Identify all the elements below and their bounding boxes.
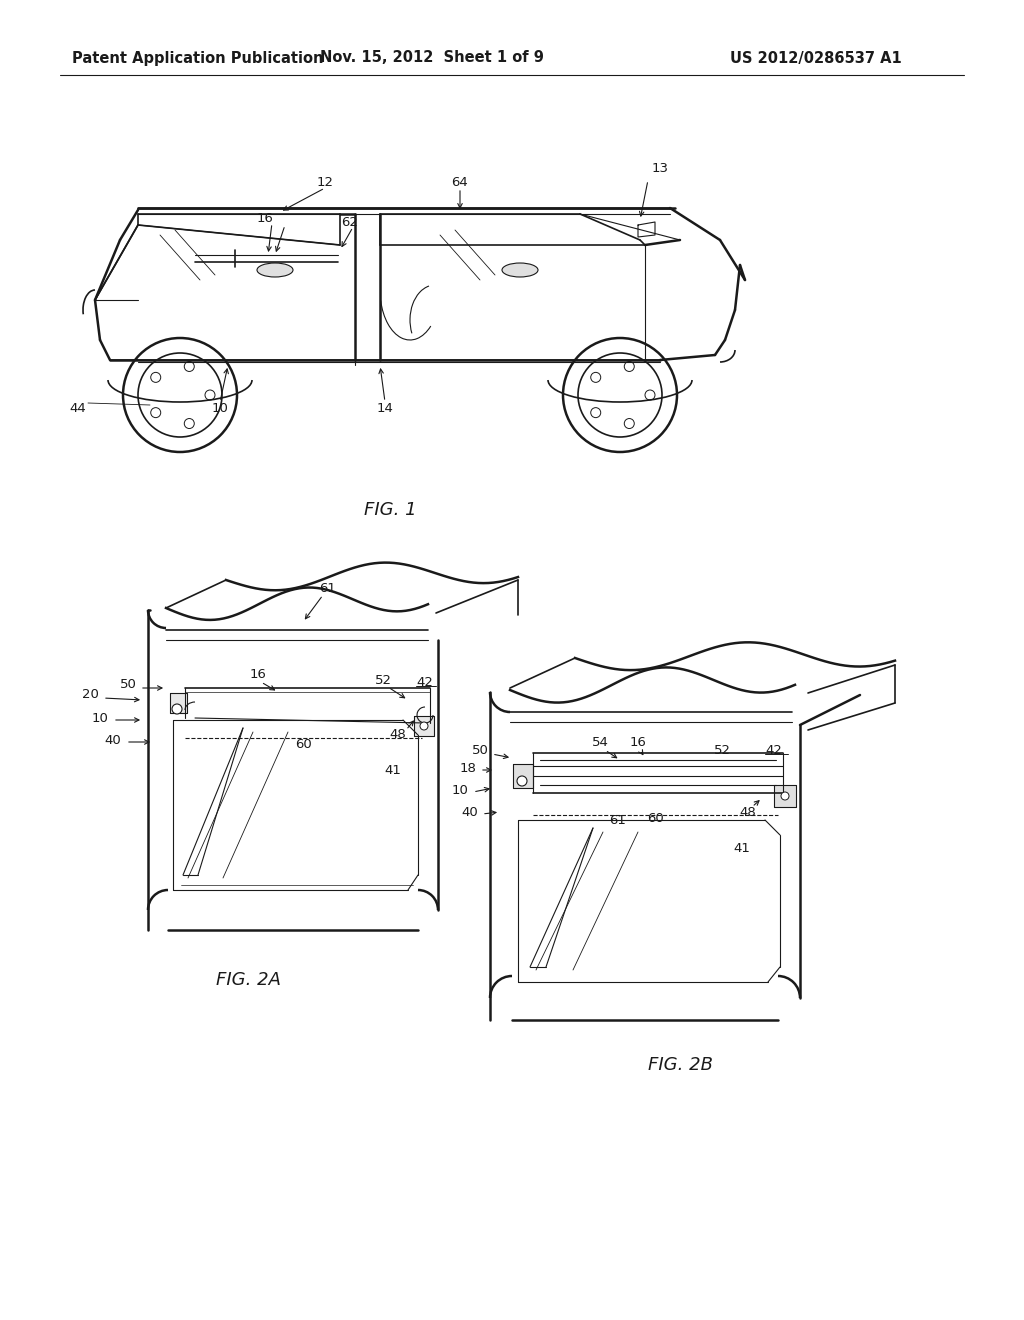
Text: FIG. 1: FIG. 1 xyxy=(364,502,417,519)
Text: 10: 10 xyxy=(91,711,109,725)
Circle shape xyxy=(172,704,182,714)
Text: 64: 64 xyxy=(452,176,468,189)
Ellipse shape xyxy=(257,263,293,277)
Ellipse shape xyxy=(502,263,538,277)
Text: 61: 61 xyxy=(319,582,337,594)
Text: 41: 41 xyxy=(733,842,751,854)
Text: FIG. 2B: FIG. 2B xyxy=(647,1056,713,1074)
Text: 60: 60 xyxy=(646,812,664,825)
Circle shape xyxy=(781,792,790,800)
Text: 54: 54 xyxy=(592,737,608,750)
Text: 20: 20 xyxy=(82,689,98,701)
Text: Nov. 15, 2012  Sheet 1 of 9: Nov. 15, 2012 Sheet 1 of 9 xyxy=(321,50,544,66)
Text: 44: 44 xyxy=(70,401,86,414)
Text: 50: 50 xyxy=(120,678,136,692)
Text: 60: 60 xyxy=(295,738,311,751)
Polygon shape xyxy=(414,715,434,737)
Text: 52: 52 xyxy=(375,673,391,686)
Text: 16: 16 xyxy=(630,737,646,750)
Text: 18: 18 xyxy=(460,762,476,775)
Text: 16: 16 xyxy=(257,211,273,224)
Text: 13: 13 xyxy=(651,161,669,174)
Text: 41: 41 xyxy=(385,763,401,776)
Text: 48: 48 xyxy=(389,729,407,742)
Polygon shape xyxy=(170,693,187,713)
Text: 50: 50 xyxy=(472,743,488,756)
Text: 42: 42 xyxy=(416,676,433,689)
Text: 10: 10 xyxy=(452,784,468,796)
Text: 40: 40 xyxy=(462,805,478,818)
Polygon shape xyxy=(774,785,796,807)
Text: 40: 40 xyxy=(104,734,122,747)
Text: 16: 16 xyxy=(250,668,266,681)
Text: 61: 61 xyxy=(609,813,627,826)
Circle shape xyxy=(517,776,527,785)
Text: 62: 62 xyxy=(342,215,358,228)
Polygon shape xyxy=(513,764,534,788)
Text: US 2012/0286537 A1: US 2012/0286537 A1 xyxy=(730,50,902,66)
Text: 14: 14 xyxy=(377,401,393,414)
Text: Patent Application Publication: Patent Application Publication xyxy=(72,50,324,66)
Text: 52: 52 xyxy=(714,743,730,756)
Text: 42: 42 xyxy=(765,743,782,756)
Circle shape xyxy=(420,722,428,730)
Text: 12: 12 xyxy=(316,176,334,189)
Text: 10: 10 xyxy=(212,401,228,414)
Text: FIG. 2A: FIG. 2A xyxy=(215,972,281,989)
Text: 48: 48 xyxy=(739,805,757,818)
